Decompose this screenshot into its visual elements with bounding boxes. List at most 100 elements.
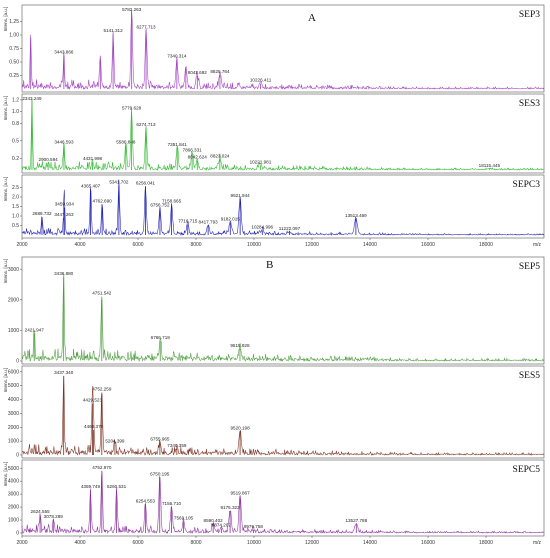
plot-frame — [21, 256, 545, 365]
series-name-sep3: SEP3 — [519, 10, 540, 20]
y-tick-label: 1.5 — [12, 204, 19, 210]
spectrum-trace — [21, 98, 545, 171]
peak-label: 2900.594 — [39, 157, 59, 162]
y-tick-label: 0.5 — [12, 138, 19, 144]
series-name-sep5: SEP5 — [519, 262, 540, 272]
peak-label: 6277.713 — [136, 25, 156, 30]
y-tick-label: 4000 — [8, 397, 19, 403]
peak-label: 8825.764 — [210, 69, 230, 74]
y-tick-label: 3000 — [8, 411, 19, 417]
x-tick-label: 16000 — [421, 242, 435, 248]
x-tick-label: 10000 — [247, 242, 261, 248]
peak-label: 5779.628 — [122, 106, 142, 111]
y-tick-label: 0.5 — [12, 223, 19, 229]
x-tick-label: 14000 — [363, 540, 377, 546]
peak-label: 6274.713 — [136, 122, 156, 127]
x-tick-label: 6000 — [132, 242, 143, 248]
y-tick-label: 1.0 — [12, 109, 19, 115]
y-axis-label: Intens. [a.u.] — [3, 7, 8, 32]
peak-label: 9979.758 — [244, 524, 264, 529]
series-name-sepc5: SEPC5 — [513, 465, 541, 475]
x-tick-label: 2000 — [16, 242, 27, 248]
peak-label: 4752.259 — [92, 387, 112, 392]
peak-label: 3443.866 — [54, 50, 74, 55]
y-tick-label: 1000 — [8, 328, 19, 334]
x-axis-label: m/z — [533, 540, 542, 546]
x-tick-label: 16000 — [421, 540, 435, 546]
x-tick-label: 12000 — [305, 242, 319, 248]
y-tick-label: 2.5 — [12, 185, 19, 191]
peak-label: 7158.665 — [162, 199, 182, 204]
peak-label: 7340.359 — [167, 443, 187, 448]
y-tick-label: 1000 — [8, 518, 19, 524]
y-tick-label: 3000 — [8, 267, 19, 273]
peak-label: 4469.379 — [84, 424, 104, 429]
peak-label: 2624.555 — [31, 509, 51, 514]
peak-label: 11222.097 — [279, 226, 301, 231]
spectrum-trace — [21, 472, 545, 534]
peak-label: 18115.445 — [479, 163, 501, 168]
peak-label: 7866.331 — [183, 148, 203, 153]
plot-frame — [21, 459, 545, 537]
peak-label: 2421.947 — [25, 327, 45, 332]
peak-label: 7716.715 — [178, 219, 198, 224]
peak-label: 13527.788 — [345, 518, 367, 523]
peak-label: 8417.793 — [199, 220, 219, 225]
y-tick-label: 4000 — [8, 479, 19, 485]
plot-frame — [21, 365, 545, 459]
y-tick-label: 0 — [16, 531, 19, 537]
peak-label: 5341.702 — [109, 180, 129, 185]
y-tick-label: 0 — [16, 453, 19, 459]
x-tick-label: 14000 — [363, 242, 377, 248]
x-tick-label: 4000 — [74, 242, 85, 248]
y-tick-label: 5000 — [8, 383, 19, 389]
y-tick-label: 0.75 — [9, 46, 19, 52]
peak-label: 9182.015 — [221, 217, 241, 222]
y-tick-label: 2000 — [8, 425, 19, 431]
peak-label: 5782.263 — [122, 7, 142, 12]
x-tick-label: 18000 — [479, 540, 493, 546]
peak-label: 5141.312 — [104, 28, 124, 33]
y-tick-label: 2.0 — [12, 195, 19, 201]
y-tick-label: 0.8 — [12, 121, 19, 127]
series-name-ses3: SES3 — [519, 99, 540, 109]
y-tick-label: 0.50 — [9, 60, 19, 66]
spectrum-trace — [21, 375, 545, 456]
panel-label-a: A — [308, 12, 316, 24]
peak-label: 3459.934 — [55, 201, 75, 206]
peak-label: 6750.195 — [150, 471, 170, 476]
peak-label: 2688.732 — [32, 211, 52, 216]
x-tick-label: 8000 — [190, 540, 201, 546]
peak-label: 4429.523 — [83, 398, 103, 403]
y-axis-label: Intens. [a.u.] — [3, 259, 8, 284]
y-tick-label: 1.2 — [12, 98, 19, 104]
x-tick-label: 10000 — [247, 540, 261, 546]
peak-label: 6766.719 — [151, 335, 171, 340]
peak-label: 4365.407 — [81, 183, 101, 188]
spectrum-trace — [21, 179, 545, 236]
peak-label: 5204.399 — [105, 439, 125, 444]
peak-label: 8823.024 — [210, 153, 230, 158]
y-tick-label: 3000 — [8, 492, 19, 498]
peak-label: 8874.202 — [212, 522, 232, 527]
peak-label: 4359.749 — [81, 484, 101, 489]
y-tick-label: 2000 — [8, 297, 19, 303]
y-axis-label: Intens. [a.u.] — [3, 462, 8, 487]
spectrum-trace — [21, 273, 545, 363]
y-tick-label: 0.2 — [12, 156, 19, 162]
x-tick-label: 18000 — [479, 242, 493, 248]
y-tick-label: 5000 — [8, 466, 19, 472]
peak-label: 2343.249 — [22, 96, 42, 101]
peak-label: 7156.710 — [162, 501, 182, 506]
peak-label: 9521.944 — [231, 193, 251, 198]
y-tick-label: 2000 — [8, 505, 19, 511]
x-tick-label: 6000 — [132, 540, 143, 546]
series-name-sepc3: SEPC3 — [513, 180, 541, 190]
y-axis-label: Intens. [a.u.] — [3, 368, 8, 393]
